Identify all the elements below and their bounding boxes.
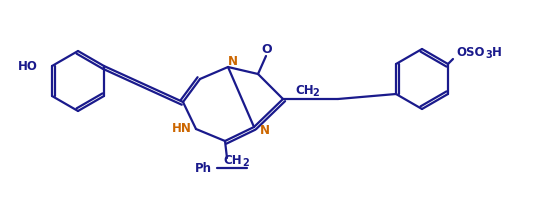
Text: CH: CH	[296, 83, 314, 96]
Text: HO: HO	[18, 59, 38, 72]
Text: 2: 2	[242, 157, 250, 167]
Text: CH: CH	[224, 153, 242, 166]
Text: 3: 3	[485, 50, 493, 60]
Text: N: N	[228, 54, 238, 67]
Text: 2: 2	[312, 87, 320, 98]
Text: OSO: OSO	[457, 45, 485, 58]
Text: Ph: Ph	[195, 162, 212, 175]
Text: HN: HN	[172, 121, 192, 134]
Text: O: O	[262, 42, 272, 55]
Text: N: N	[260, 124, 270, 137]
Text: H: H	[492, 45, 502, 58]
